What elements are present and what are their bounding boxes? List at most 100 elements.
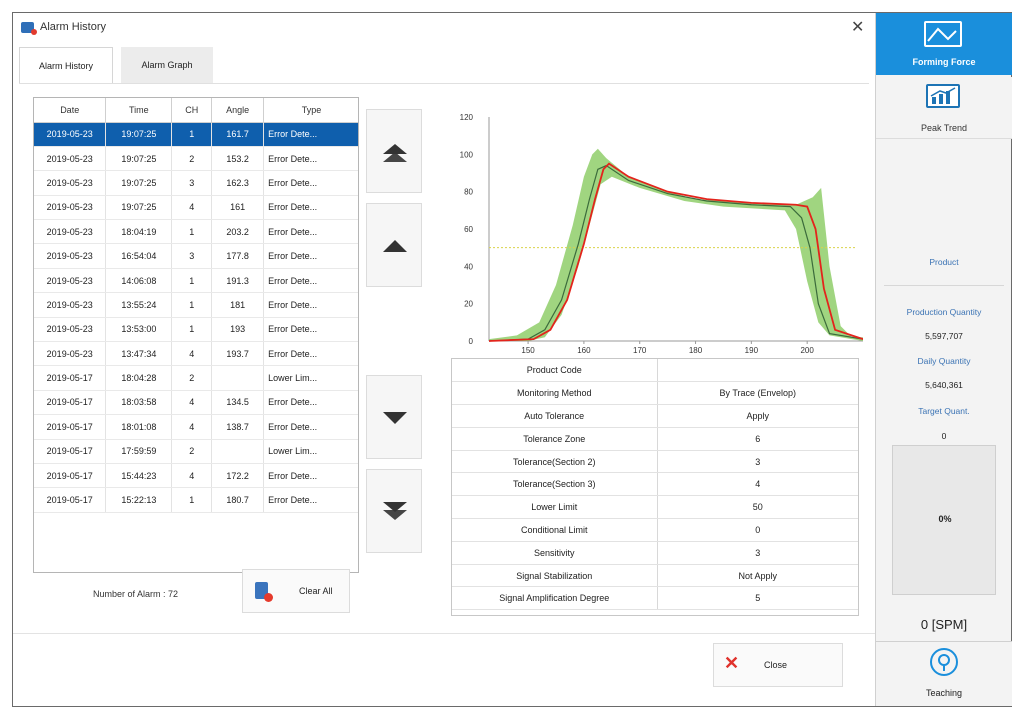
series-current-line xyxy=(488,162,863,342)
cell-date: 2019-05-17 xyxy=(34,463,107,489)
y-tick-label: 40 xyxy=(464,262,473,271)
param-row: Signal Amplification Degree 5 xyxy=(452,586,858,611)
alarm-table: Date Time CH Angle Type 2019-05-23 19:07:… xyxy=(34,98,358,513)
cell-date: 2019-05-17 xyxy=(34,439,107,464)
y-tick-label: 20 xyxy=(464,300,473,309)
series-mean-line xyxy=(488,164,863,342)
page-first-button[interactable] xyxy=(366,109,422,193)
table-row[interactable]: 2019-05-23 19:07:25 2 153.2 Error Dete... xyxy=(34,146,358,172)
table-row[interactable]: 2019-05-23 13:47:34 4 193.7 Error Dete... xyxy=(34,341,358,367)
table-row[interactable]: 2019-05-23 16:54:04 3 177.8 Error Dete... xyxy=(34,243,358,269)
cell-time: 18:01:08 xyxy=(105,414,173,440)
table-row[interactable]: 2019-05-23 19:07:25 1 161.7 Error Dete... xyxy=(34,122,358,147)
param-value: Not Apply xyxy=(657,564,858,588)
cell-ch: 1 xyxy=(171,268,213,294)
param-name: Tolerance(Section 2) xyxy=(452,450,658,474)
cell-date: 2019-05-17 xyxy=(34,390,107,416)
cell-time: 17:59:59 xyxy=(105,439,173,464)
table-row[interactable]: 2019-05-23 13:53:00 1 193 Error Dete... xyxy=(34,317,358,343)
cell-ch: 2 xyxy=(171,146,213,172)
col-ch-header[interactable]: CH xyxy=(171,98,213,123)
cell-type: Error Dete... xyxy=(263,195,358,221)
cell-angle: 162.3 xyxy=(211,170,265,196)
table-row[interactable]: 2019-05-17 15:44:23 4 172.2 Error Dete... xyxy=(34,463,358,489)
peak-trend-label: Peak Trend xyxy=(920,123,968,133)
product-label: Product xyxy=(929,257,959,267)
daily-quantity-label: Daily Quantity xyxy=(917,356,971,366)
cell-angle: 177.8 xyxy=(211,243,265,269)
forming-force-chart: 0 20 40 60 80 100 120 150 160 170 180 190 200 xyxy=(460,113,863,355)
teaching-head-icon xyxy=(930,648,958,676)
page-last-button[interactable] xyxy=(366,469,422,553)
param-row: Signal Stabilization Not Apply xyxy=(452,564,858,588)
col-type-header[interactable]: Type xyxy=(263,98,358,123)
teaching-label: Teaching xyxy=(925,688,963,698)
param-value: 0 xyxy=(657,518,858,542)
table-row[interactable]: 2019-05-17 18:01:08 4 138.7 Error Dete... xyxy=(34,414,358,440)
scroll-up-button[interactable] xyxy=(366,203,422,287)
param-row: Tolerance Zone 6 xyxy=(452,427,858,451)
side-panel: Forming Force Peak Trend Product Product… xyxy=(875,13,1012,706)
col-date-header[interactable]: Date xyxy=(34,98,107,123)
cell-type: Error Dete... xyxy=(263,170,358,196)
cell-angle xyxy=(211,365,265,391)
forming-force-button[interactable]: Forming Force xyxy=(876,13,1012,75)
param-value: 6 xyxy=(657,427,858,451)
cell-time: 18:04:28 xyxy=(105,365,173,391)
cell-type: Error Dete... xyxy=(263,341,358,367)
table-row[interactable]: 2019-05-23 19:07:25 3 162.3 Error Dete... xyxy=(34,170,358,196)
table-row[interactable]: 2019-05-17 17:59:59 2 Lower Lim... xyxy=(34,439,358,464)
param-row: Product Code xyxy=(452,359,858,383)
cell-angle: 193.7 xyxy=(211,341,265,367)
cell-angle: 193 xyxy=(211,317,265,343)
close-button[interactable]: ✕ Close xyxy=(713,643,843,687)
close-x-icon: ✕ xyxy=(724,653,740,673)
cell-type: Error Dete... xyxy=(263,268,358,294)
footer-divider xyxy=(13,633,875,634)
tab-alarm-history[interactable]: Alarm History xyxy=(19,47,113,83)
cell-ch: 3 xyxy=(171,170,213,196)
window-close-icon[interactable]: ✕ xyxy=(851,19,865,36)
forming-force-label: Forming Force xyxy=(912,57,976,67)
teaching-button[interactable]: Teaching xyxy=(876,641,1012,706)
double-chevron-up-icon xyxy=(383,144,407,162)
cell-time: 19:07:25 xyxy=(105,195,173,221)
trash-alarm-icon xyxy=(255,582,273,602)
cell-ch: 4 xyxy=(171,195,213,221)
table-row[interactable]: 2019-05-17 18:04:28 2 Lower Lim... xyxy=(34,365,358,391)
clear-all-button[interactable]: Clear All xyxy=(242,569,350,613)
table-row[interactable]: 2019-05-23 18:04:19 1 203.2 Error Dete... xyxy=(34,219,358,245)
param-name: Signal Amplification Degree xyxy=(452,586,658,611)
x-tick-label: 160 xyxy=(577,346,591,355)
double-chevron-down-icon xyxy=(383,502,407,520)
param-value: 50 xyxy=(657,495,858,520)
table-row[interactable]: 2019-05-17 18:03:58 4 134.5 Error Dete... xyxy=(34,390,358,416)
param-value: Apply xyxy=(657,404,858,428)
cell-angle xyxy=(211,439,265,464)
peak-trend-icon xyxy=(926,84,960,108)
col-angle-header[interactable]: Angle xyxy=(211,98,265,123)
cell-type: Error Dete... xyxy=(263,292,358,318)
table-row[interactable]: 2019-05-23 13:55:24 1 181 Error Dete... xyxy=(34,292,358,318)
alarm-table-container: Date Time CH Angle Type 2019-05-23 19:07:… xyxy=(33,97,359,573)
y-tick-label: 60 xyxy=(464,225,473,234)
col-time-header[interactable]: Time xyxy=(105,98,173,123)
cell-ch: 1 xyxy=(171,292,213,318)
x-tick-label: 170 xyxy=(633,346,647,355)
param-name: Tolerance(Section 3) xyxy=(452,472,658,497)
peak-trend-button[interactable]: Peak Trend xyxy=(876,77,1012,139)
cell-time: 13:47:34 xyxy=(105,341,173,367)
table-row[interactable]: 2019-05-23 14:06:08 1 191.3 Error Dete... xyxy=(34,268,358,294)
cell-type: Error Dete... xyxy=(263,390,358,416)
cell-type: Error Dete... xyxy=(263,146,358,172)
param-row: Sensitivity 3 xyxy=(452,541,858,565)
tab-alarm-graph[interactable]: Alarm Graph xyxy=(121,47,213,83)
table-row[interactable]: 2019-05-23 19:07:25 4 161 Error Dete... xyxy=(34,195,358,221)
x-tick-label: 180 xyxy=(689,346,703,355)
cell-date: 2019-05-23 xyxy=(34,243,107,269)
scroll-down-button[interactable] xyxy=(366,375,422,459)
table-row[interactable]: 2019-05-17 15:22:13 1 180.7 Error Dete... xyxy=(34,487,358,513)
cell-ch: 1 xyxy=(171,487,213,513)
cell-date: 2019-05-23 xyxy=(34,170,107,196)
cell-time: 13:55:24 xyxy=(105,292,173,318)
